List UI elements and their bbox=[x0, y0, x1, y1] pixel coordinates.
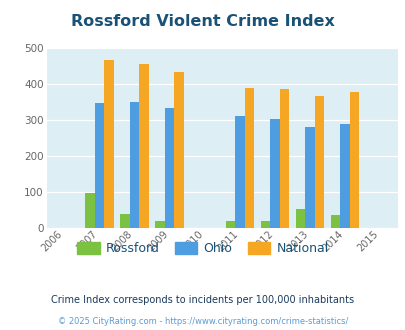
Bar bbox=[260, 220, 270, 228]
Bar bbox=[349, 92, 358, 228]
Bar bbox=[330, 215, 340, 228]
Bar bbox=[295, 209, 305, 228]
Legend: Rossford, Ohio, National: Rossford, Ohio, National bbox=[75, 240, 330, 258]
Text: Crime Index corresponds to incidents per 100,000 inhabitants: Crime Index corresponds to incidents per… bbox=[51, 295, 354, 305]
Bar bbox=[164, 108, 174, 228]
Bar bbox=[85, 193, 94, 228]
Bar bbox=[120, 214, 130, 228]
Bar bbox=[139, 64, 148, 228]
Text: © 2025 CityRating.com - https://www.cityrating.com/crime-statistics/: © 2025 CityRating.com - https://www.city… bbox=[58, 317, 347, 326]
Bar bbox=[279, 89, 288, 228]
Bar bbox=[234, 116, 244, 228]
Bar bbox=[94, 103, 104, 228]
Bar bbox=[305, 127, 314, 228]
Bar bbox=[340, 124, 349, 228]
Bar bbox=[314, 96, 324, 228]
Bar bbox=[155, 220, 164, 228]
Bar bbox=[174, 72, 183, 228]
Bar bbox=[130, 102, 139, 228]
Bar bbox=[225, 220, 234, 228]
Bar bbox=[270, 119, 279, 228]
Text: Rossford Violent Crime Index: Rossford Violent Crime Index bbox=[71, 14, 334, 29]
Bar bbox=[244, 88, 254, 228]
Bar bbox=[104, 60, 113, 228]
